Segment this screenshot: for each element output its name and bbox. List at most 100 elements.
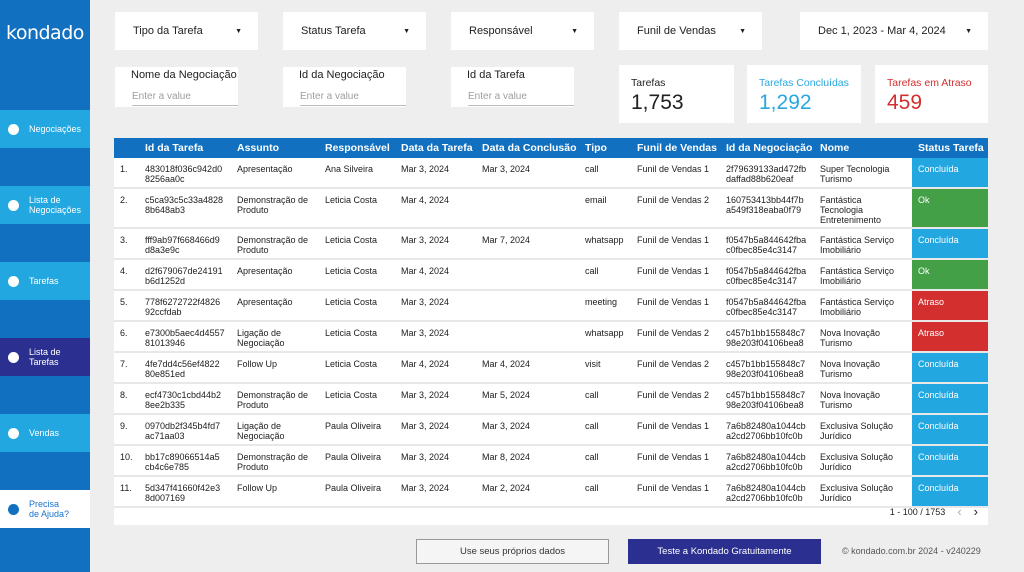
column-header[interactable]: Id da Negociação [726,142,813,154]
table-cell: Mar 3, 2024 [482,164,531,174]
table-cell: f0547b5a844642fba c0fbec85e4c3147 [726,235,807,255]
table-cell: c457b1bb155848c7 98e203f04106bea8 [726,359,806,379]
text-filter-2: Id da Tarefa Enter a value [451,67,574,107]
kpi-value: 459 [887,91,923,114]
sidebar-item-4[interactable]: Vendas [0,414,90,452]
column-header[interactable]: Status Tarefa [918,142,984,154]
text-filter-input[interactable] [300,88,406,106]
sidebar-item-0[interactable]: Negociações [0,110,90,148]
column-header[interactable]: Data da Tarefa [401,142,473,154]
table-cell: Paula Oliveira [325,421,382,431]
text-filter-input[interactable] [468,88,574,106]
filter-dropdown-2[interactable]: Responsável ▼ [451,12,594,50]
table-cell: email [585,195,607,205]
table-cell: Mar 3, 2024 [401,164,450,174]
table-cell: Funil de Vendas 1 [637,235,710,245]
column-header[interactable]: Responsável [325,142,390,154]
column-header[interactable]: Funil de Vendas [637,142,717,154]
sidebar-item-label: Precisa de Ajuda? [29,499,70,519]
text-filter-label: Nome da Negociação [131,69,237,81]
use-own-data-button[interactable]: Use seus próprios dados [416,539,609,564]
table-cell: Apresentação [237,266,293,276]
status-badge: Concluída [912,353,988,382]
table-row[interactable]: 8. ecf4730c1cbd44b2 8ee2b335 Demonstração … [114,384,988,415]
sidebar-item-2[interactable]: Tarefas [0,262,90,300]
table-row[interactable]: 1. 483018f036c942d0 8256aa0c Apresentação A… [114,158,988,189]
table-cell: Mar 3, 2024 [401,297,450,307]
table-cell: Mar 4, 2024 [401,359,450,369]
sidebar-item-1[interactable]: Lista de Negociações [0,186,90,224]
text-filter-label: Id da Negociação [299,69,385,81]
table-cell: Exclusiva Solução Jurídico [820,421,894,441]
table-cell: Super Tecnologia Turismo [820,164,890,184]
table-cell: Leticia Costa [325,266,378,276]
table-row[interactable]: 4. d2f679067de24191 b6d1252d Apresentação L… [114,260,988,291]
table-cell: Nova Inovação Turismo [820,390,881,410]
sidebar-item-label: Lista de Negociações [29,195,82,215]
table-row[interactable]: 3. fff9ab97f668466d9 d8a3e9c Demonstração … [114,229,988,260]
table-cell: Exclusiva Solução Jurídico [820,483,894,503]
table-cell: Fantástica Tecnologia Entretenimento [820,195,882,225]
table-cell: Mar 5, 2024 [482,390,531,400]
filter-dropdown-3[interactable]: Funil de Vendas ▼ [619,12,762,50]
table-cell: 9. [120,421,128,431]
table-cell: Nova Inovação Turismo [820,359,881,379]
filter-label: Status Tarefa [301,25,366,37]
column-header[interactable]: Id da Tarefa [145,142,204,154]
table-cell: Leticia Costa [325,328,378,338]
pagination-range: 1 - 100 / 1753 [889,506,946,517]
status-badge: Concluída [912,415,988,444]
caret-down-icon: ▼ [571,27,578,35]
status-badge: Concluída [912,446,988,475]
column-header[interactable]: Assunto [237,142,279,154]
table-cell: Leticia Costa [325,297,378,307]
status-badge: Ok [912,189,988,227]
table-row[interactable]: 10. bb17c89066514a5 cb4c6e785 Demonstração… [114,446,988,477]
table-row[interactable]: 11. 5d347f41660f42e3 8d007169 Follow Up Pau… [114,477,988,508]
table-cell: Funil de Vendas 2 [637,195,710,205]
table-row[interactable]: 6. e7300b5aec4d4557 81013946 Ligação de Ne… [114,322,988,353]
free-trial-button[interactable]: Teste a Kondado Gratuitamente [628,539,821,564]
sidebar-item-label: Vendas [29,428,60,438]
table-cell: Fantástica Serviço Imobiliário [820,266,895,286]
table-cell: Funil de Vendas 1 [637,421,710,431]
kpi-title: Tarefas Concluídas [759,77,849,89]
table-row[interactable]: 9. 0970db2f345b4fd7 ac71aa03 Ligação de Ne… [114,415,988,446]
table-cell: Apresentação [237,297,293,307]
kpi-value: 1,753 [631,91,684,114]
table-cell: Follow Up [237,483,278,493]
table-cell: f0547b5a844642fba c0fbec85e4c3147 [726,266,807,286]
table-row[interactable]: 2. c5ca93c5c33a4828 8b648ab3 Demonstração … [114,189,988,229]
column-header[interactable]: Nome [820,142,850,154]
table-cell: call [585,164,599,174]
sidebar-item-3[interactable]: Lista de Tarefas [0,338,90,376]
sidebar-item-label: Tarefas [29,276,59,286]
caret-down-icon: ▼ [739,27,746,35]
table-cell: Leticia Costa [325,390,378,400]
table-cell: Mar 3, 2024 [401,483,450,493]
table-row[interactable]: 7. 4fe7dd4c56ef4822 80e851ed Follow Up Leti… [114,353,988,384]
prev-page-button[interactable]: ‹ [957,504,962,519]
table-cell: Apresentação [237,164,293,174]
table-cell: 1. [120,164,128,174]
column-header[interactable]: Data da Conclusão [482,142,577,154]
table-cell: call [585,266,599,276]
filter-dropdown-1[interactable]: Status Tarefa ▼ [283,12,426,50]
table-cell: Paula Oliveira [325,452,382,462]
status-badge: Concluída [912,384,988,413]
table-row[interactable]: 5. 778f6272722f4826 92ccfdab Apresentação L… [114,291,988,322]
table-cell: 2. [120,195,128,205]
table-cell: Ligação de Negociação [237,421,285,441]
table-cell: 8. [120,390,128,400]
filter-dropdown-4[interactable]: Dec 1, 2023 - Mar 4, 2024 ▼ [800,12,988,50]
table-cell: call [585,421,599,431]
table-cell: Funil de Vendas 1 [637,266,710,276]
table-cell: Mar 4, 2024 [401,195,450,205]
filter-dropdown-0[interactable]: Tipo da Tarefa ▼ [115,12,258,50]
status-badge: Concluída [912,477,988,506]
next-page-button[interactable]: › [973,504,978,519]
sidebar-item-5[interactable]: Precisa de Ajuda? [0,490,90,528]
column-header[interactable]: Tipo [585,142,607,154]
text-filter-input[interactable] [132,88,238,106]
table-cell: 4fe7dd4c56ef4822 80e851ed [145,359,220,379]
